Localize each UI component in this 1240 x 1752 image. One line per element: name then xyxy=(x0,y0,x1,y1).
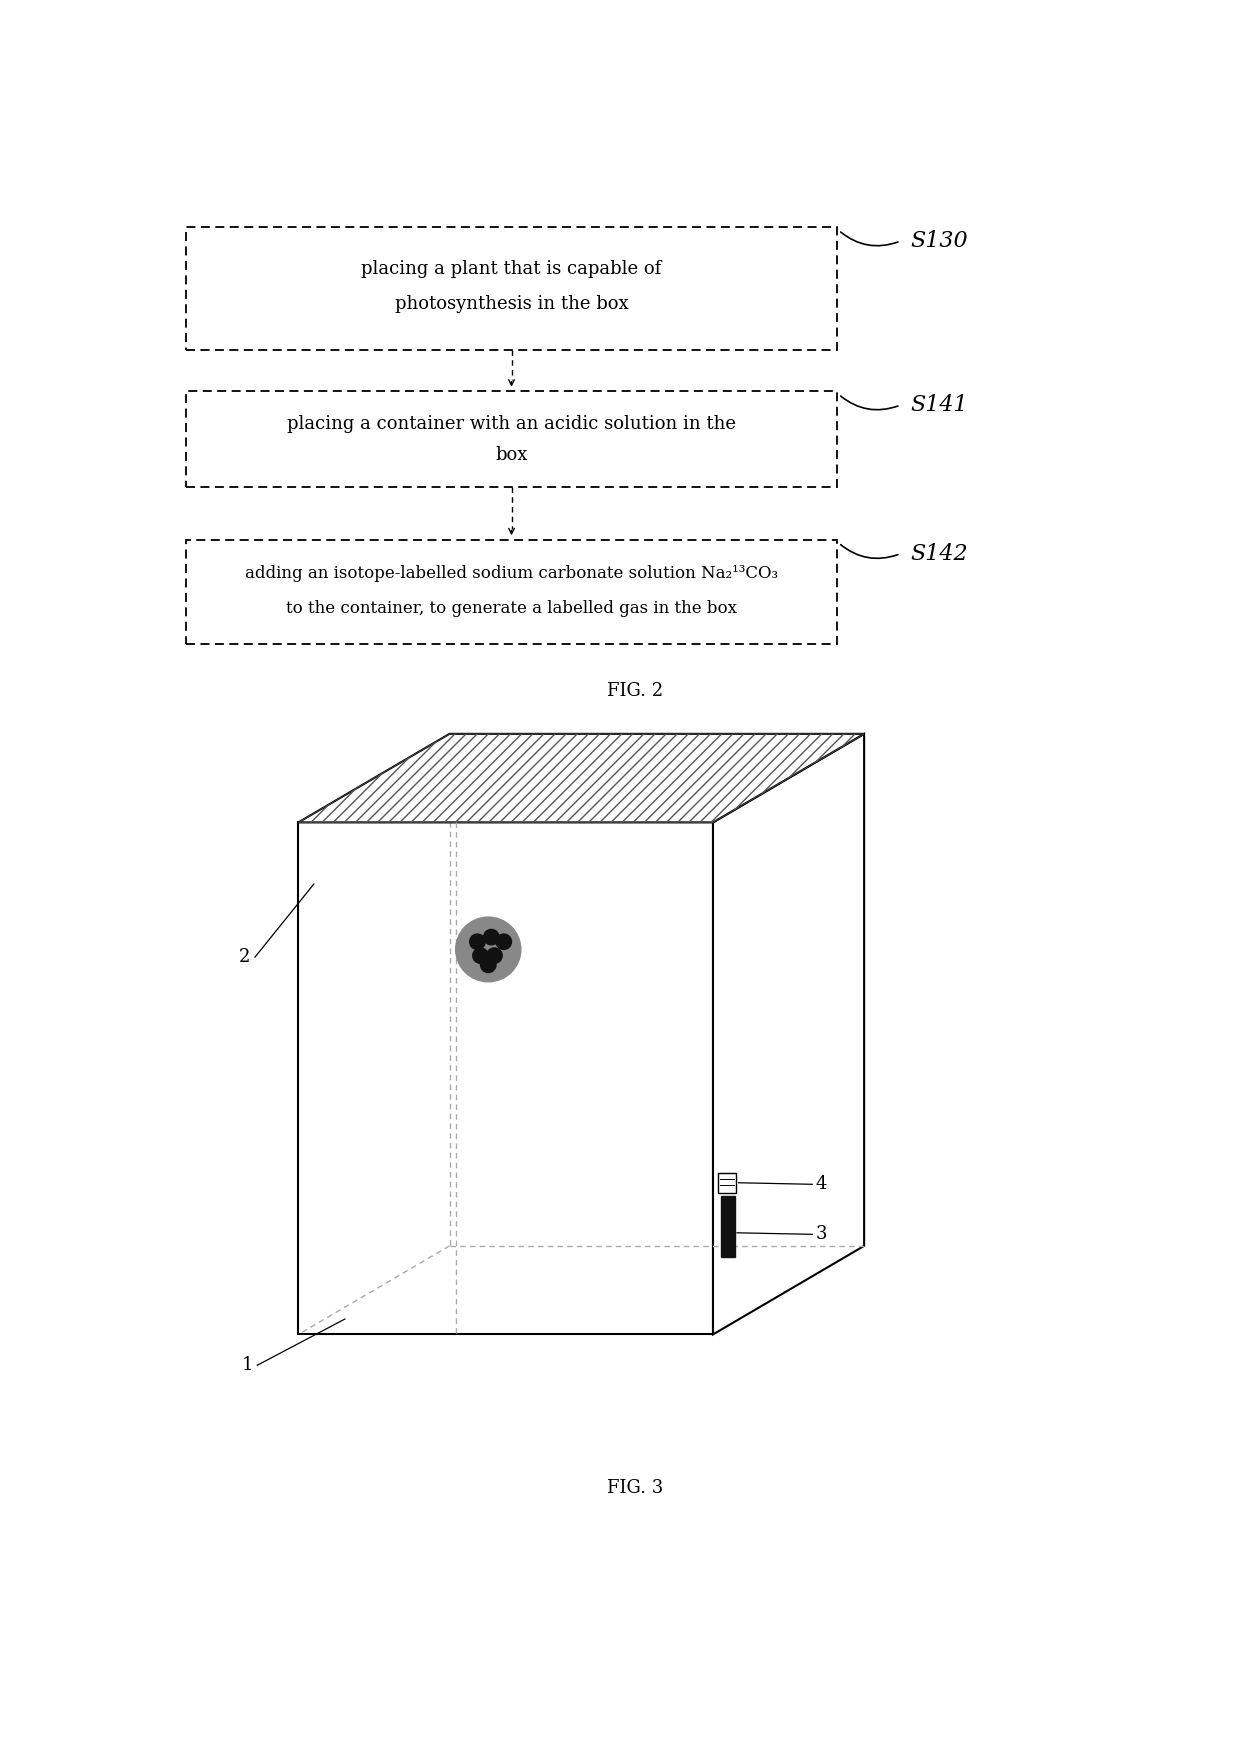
Bar xyxy=(186,540,837,643)
Text: S141: S141 xyxy=(910,394,968,415)
Circle shape xyxy=(484,929,498,944)
Circle shape xyxy=(456,916,521,981)
Bar xyxy=(186,228,837,350)
Text: 1: 1 xyxy=(242,1356,254,1374)
Circle shape xyxy=(486,948,502,964)
Text: adding an isotope-labelled sodium carbonate solution Na₂¹³CO₃: adding an isotope-labelled sodium carbon… xyxy=(246,564,777,582)
Text: 4: 4 xyxy=(816,1176,827,1193)
Text: photosynthesis in the box: photosynthesis in the box xyxy=(394,294,629,314)
Text: S130: S130 xyxy=(910,230,968,252)
Text: FIG. 3: FIG. 3 xyxy=(608,1479,663,1498)
Circle shape xyxy=(470,934,485,950)
Text: placing a container with an acidic solution in the: placing a container with an acidic solut… xyxy=(286,415,737,433)
Text: FIG. 2: FIG. 2 xyxy=(608,683,663,701)
Bar xyxy=(718,1172,737,1193)
Bar xyxy=(186,391,837,487)
Text: 2: 2 xyxy=(238,948,249,965)
Text: placing a plant that is capable of: placing a plant that is capable of xyxy=(361,259,662,279)
Bar xyxy=(720,1197,734,1258)
Circle shape xyxy=(472,948,489,964)
Text: to the container, to generate a labelled gas in the box: to the container, to generate a labelled… xyxy=(286,601,737,617)
Polygon shape xyxy=(299,734,864,822)
Circle shape xyxy=(481,957,496,972)
Polygon shape xyxy=(713,734,864,1335)
Text: S142: S142 xyxy=(910,543,968,564)
Text: 3: 3 xyxy=(816,1225,827,1244)
Text: box: box xyxy=(495,445,528,464)
Circle shape xyxy=(496,934,511,950)
Polygon shape xyxy=(299,822,713,1335)
